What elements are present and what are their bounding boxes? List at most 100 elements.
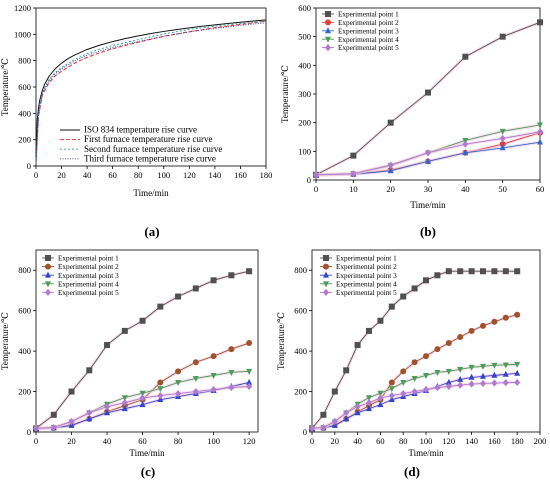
data-point	[377, 390, 384, 397]
data-point	[121, 399, 128, 407]
y-tick-label: 600	[294, 306, 307, 316]
legend-marker	[323, 288, 329, 296]
y-tick-label: 200	[18, 135, 31, 145]
data-point	[121, 327, 128, 334]
data-point	[350, 152, 357, 159]
data-point	[50, 411, 57, 418]
x-tick-label: 20	[67, 436, 76, 446]
data-point	[157, 379, 164, 386]
x-tick-label: 120	[243, 436, 256, 446]
data-point	[445, 378, 452, 385]
x-tick-label: 60	[536, 184, 545, 194]
data-point	[366, 399, 372, 407]
data-point	[491, 379, 498, 387]
data-point	[468, 373, 475, 380]
data-point	[457, 375, 464, 382]
data-point	[457, 366, 464, 373]
data-point	[246, 368, 253, 375]
series-2	[35, 20, 267, 164]
series-line	[35, 19, 267, 164]
y-tick-label: 1200	[14, 3, 31, 13]
data-point	[192, 285, 199, 292]
y-tick-label: 400	[294, 346, 307, 356]
legend-marker	[45, 288, 51, 296]
data-point	[502, 362, 509, 369]
data-point	[514, 268, 521, 275]
x-tick-label: 80	[174, 436, 183, 446]
data-point	[192, 359, 199, 366]
data-point	[411, 376, 418, 383]
y-tick-label: 0	[27, 161, 31, 171]
data-point	[354, 403, 361, 411]
data-point	[411, 285, 418, 292]
data-point	[343, 415, 350, 422]
data-point	[377, 317, 384, 324]
data-point	[445, 268, 452, 275]
series-1	[35, 19, 267, 164]
data-point	[104, 409, 111, 416]
x-tick-label: 100	[157, 170, 170, 180]
x-tick-label: 0	[314, 184, 318, 194]
data-point	[366, 327, 372, 334]
data-point	[86, 409, 93, 417]
data-point	[462, 53, 469, 60]
x-tick-label: 80	[399, 436, 408, 446]
data-point	[86, 415, 93, 422]
y-tick-label: 600	[298, 3, 311, 13]
legend-entry: Experimental point 4	[58, 280, 119, 288]
x-tick-label: 0	[310, 436, 314, 446]
data-point	[246, 382, 253, 391]
x-tick-label: 160	[234, 170, 247, 180]
series-5	[313, 128, 543, 179]
data-point	[491, 318, 498, 325]
data-point	[411, 359, 418, 366]
legend-marker	[325, 19, 331, 26]
y-tick-label: 0	[27, 427, 31, 437]
x-tick-label: 20	[331, 436, 340, 446]
legend-entry: Experimental point 5	[338, 44, 399, 52]
y-tick-label: 200	[18, 387, 31, 397]
x-tick-label: 40	[353, 436, 362, 446]
data-point	[499, 128, 506, 135]
x-tick-label: 200	[534, 436, 547, 446]
data-point	[377, 401, 384, 408]
data-point	[354, 342, 361, 349]
panel-label: (b)	[420, 224, 436, 239]
data-point	[400, 368, 407, 375]
data-point	[388, 303, 395, 310]
series-band	[35, 341, 250, 430]
legend-entry: ISO 834 temperature rise curve	[84, 125, 197, 135]
legend-marker	[325, 27, 331, 34]
y-tick-label: 200	[298, 118, 311, 128]
x-tick-label: 60	[108, 170, 117, 180]
x-axis-label: Time/min	[408, 448, 444, 458]
data-point	[210, 372, 217, 379]
legend-entry: Experimental point 3	[338, 27, 399, 35]
data-point	[350, 170, 357, 178]
legend-marker	[45, 271, 51, 278]
x-tick-label: 100	[420, 436, 433, 446]
legend-entry: Experimental point 4	[336, 280, 397, 288]
series-band	[311, 313, 518, 430]
data-point	[50, 423, 57, 432]
x-tick-label: 40	[103, 436, 112, 446]
data-point	[228, 272, 235, 279]
data-point	[68, 417, 75, 426]
data-point	[445, 368, 452, 375]
y-axis-label: Temperature/℃	[276, 312, 286, 370]
data-point	[175, 368, 182, 375]
legend-entry: Experimental point 1	[58, 255, 119, 263]
legend-marker	[45, 281, 51, 288]
x-tick-label: 30	[424, 184, 433, 194]
data-point	[462, 140, 469, 148]
panel-label: (d)	[404, 464, 420, 479]
chart-panel-a: 0 20 40 60 80 100 120 140 160 180 0 200 400 600 800 100…	[0, 3, 272, 239]
data-point	[313, 171, 319, 179]
series-line	[35, 20, 267, 164]
data-point	[514, 378, 521, 387]
x-tick-label: 20	[386, 184, 395, 194]
y-axis-label: Temperature/℃	[0, 312, 10, 370]
